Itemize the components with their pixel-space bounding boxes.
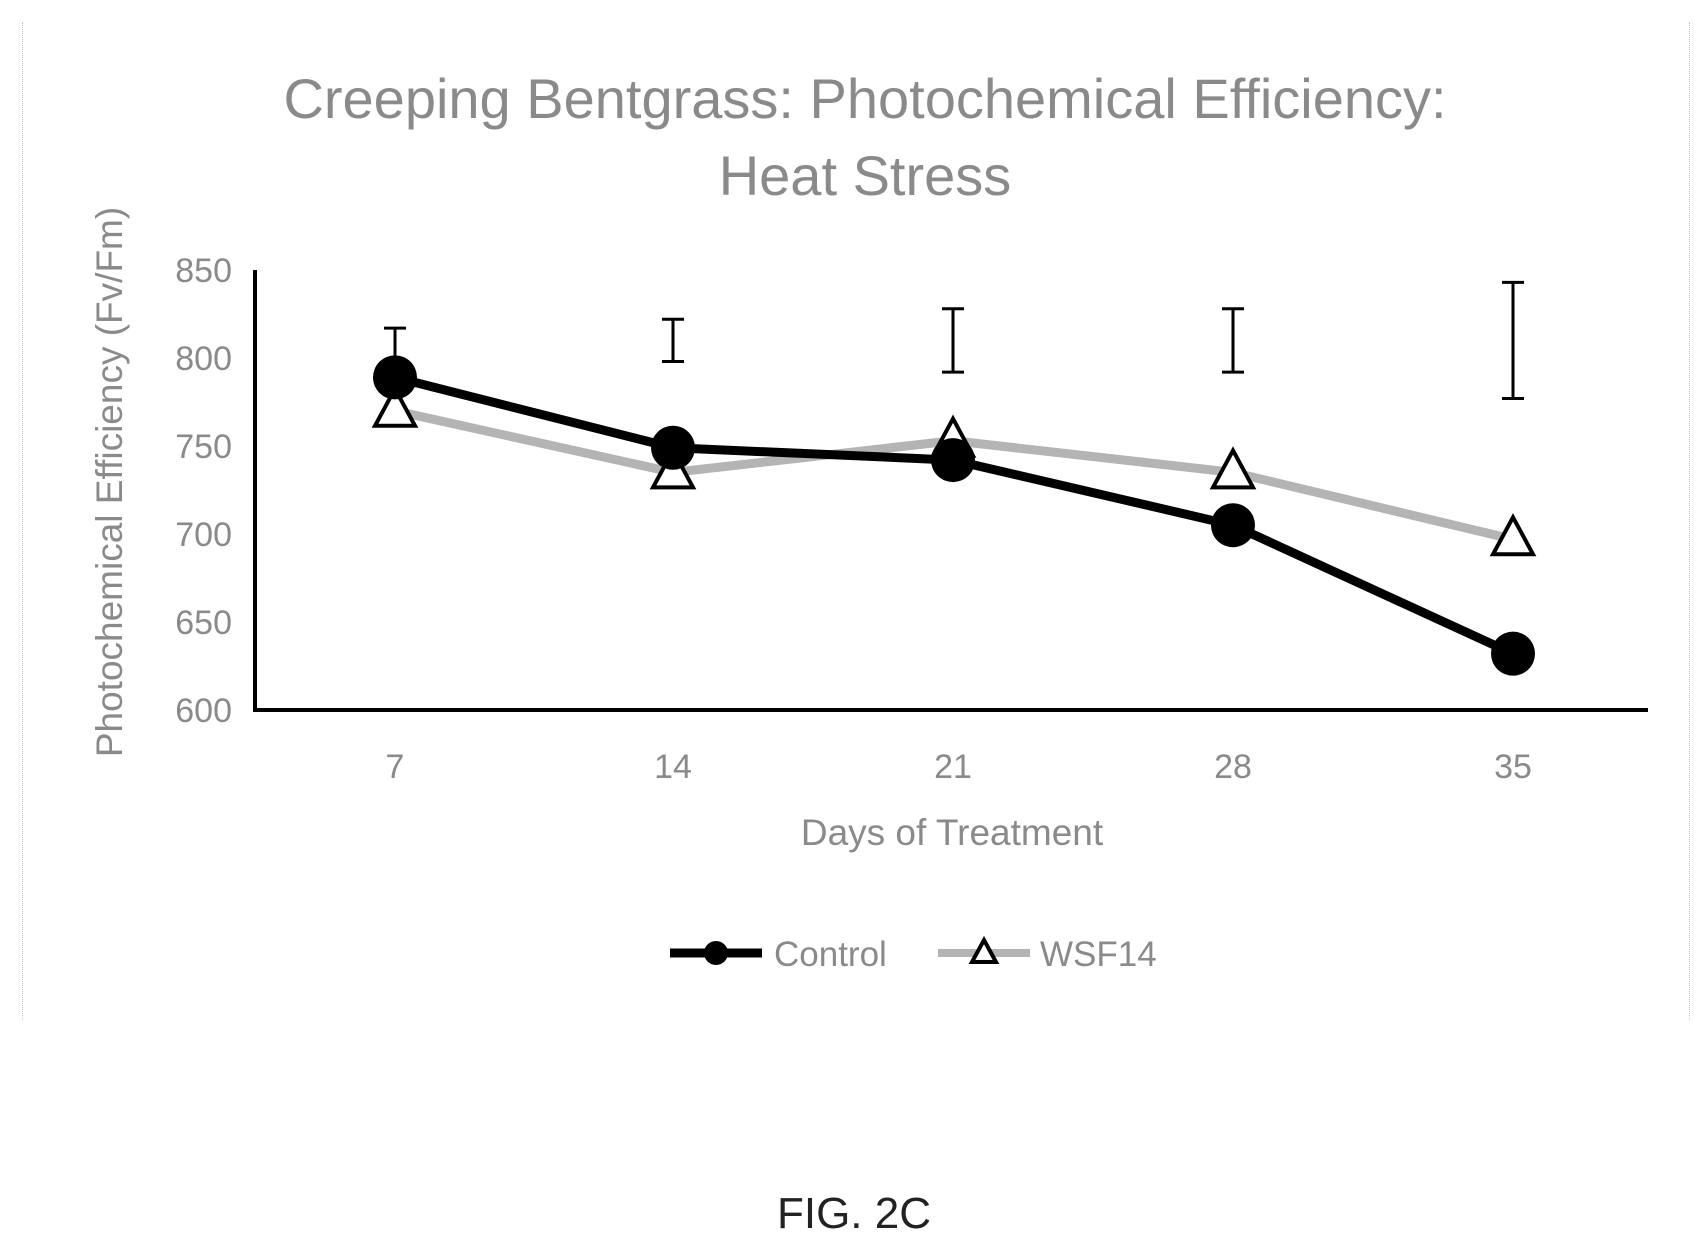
data-point-wsf14 — [371, 384, 419, 428]
y-tick-label: 650 — [175, 604, 232, 642]
legend-wsf14-label: WSF14 — [1040, 935, 1157, 974]
y-tick-label: 600 — [175, 692, 232, 730]
y-tick-label: 800 — [175, 340, 232, 378]
legend-control-label: Control — [774, 935, 887, 974]
error-bars — [384, 280, 1524, 416]
x-axis-label: Days of Treatment — [801, 812, 1104, 853]
y-tick-label: 850 — [175, 252, 232, 290]
legend-wsf14-marker — [968, 935, 1000, 964]
y-axis-label: Photochemical Efficiency (Fv/Fm) — [89, 207, 130, 757]
data-point-control — [1491, 631, 1535, 676]
series-control — [373, 355, 1535, 676]
x-tick-label: 14 — [654, 748, 692, 786]
y-tick-labels: 600 650 700 750 800 850 — [175, 252, 232, 730]
data-point-control — [373, 355, 417, 400]
legend-control-marker — [704, 941, 728, 965]
data-point-wsf14 — [1209, 446, 1257, 490]
data-point-wsf14 — [1489, 513, 1537, 557]
x-tick-label: 28 — [1214, 748, 1252, 786]
chart-title-line-1: Creeping Bentgrass: Photochemical Effici… — [283, 67, 1446, 130]
x-tick-label: 7 — [386, 748, 405, 786]
data-point-control — [931, 438, 975, 483]
line-chart: Creeping Bentgrass: Photochemical Effici… — [89, 67, 1648, 974]
chart-title-line-2: Heat Stress — [719, 144, 1012, 207]
chart-frame — [22, 22, 1690, 1020]
figure-caption: FIG. 2C — [776, 1189, 932, 1238]
x-tick-label: 35 — [1494, 748, 1532, 786]
x-tick-labels: 7 14 21 28 35 — [386, 748, 1532, 786]
y-tick-label: 700 — [175, 516, 232, 554]
y-tick-label: 750 — [175, 428, 232, 466]
legend: Control WSF14 — [670, 935, 1157, 974]
data-point-control — [651, 425, 695, 470]
x-tick-label: 21 — [934, 748, 972, 786]
data-point-control — [1211, 503, 1255, 548]
